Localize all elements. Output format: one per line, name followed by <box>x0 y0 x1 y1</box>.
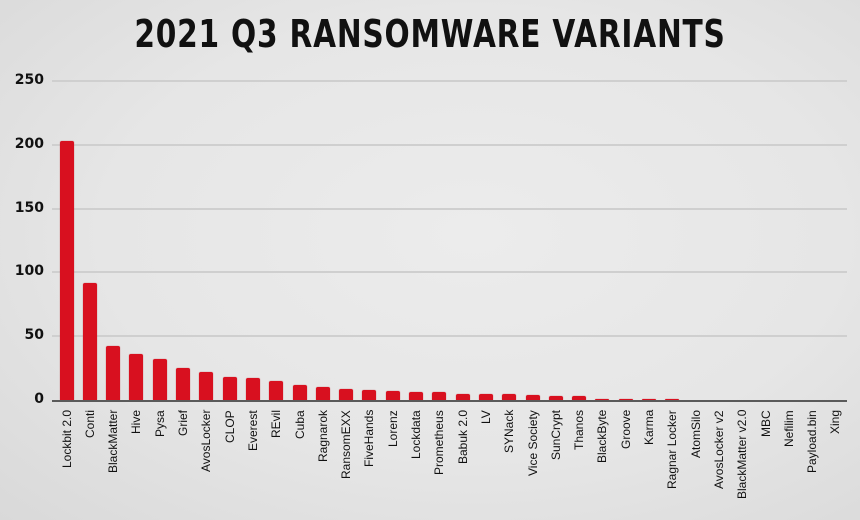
x-tick-label: Lockdata <box>409 410 423 459</box>
bar <box>665 398 680 400</box>
y-tick-label: 250 <box>14 72 44 88</box>
bar <box>642 398 656 400</box>
bar <box>548 396 563 400</box>
bar <box>828 399 843 400</box>
bar <box>199 371 214 400</box>
bar <box>455 393 470 400</box>
x-axis-line <box>52 400 847 402</box>
x-tick-label: AtomSilo <box>688 410 703 459</box>
x-tick-label: Vice Society <box>525 410 540 476</box>
x-tick-label: Hive <box>129 410 144 435</box>
bar <box>315 387 330 400</box>
bar <box>735 399 750 400</box>
bar <box>409 392 423 400</box>
x-tick-label: SYNack <box>502 410 517 454</box>
bar <box>711 399 726 400</box>
x-tick-label: Thanos <box>572 410 587 451</box>
bar <box>525 394 540 400</box>
bar <box>106 346 121 400</box>
bar <box>618 398 633 400</box>
gridline <box>52 207 847 210</box>
y-tick-label: 100 <box>14 263 44 280</box>
chart-title: 2021 Q3 RANSOMWARE VARIANTS <box>134 12 726 56</box>
bar <box>82 282 97 400</box>
bar <box>385 391 400 400</box>
x-tick-label: AvosLocker <box>199 410 214 473</box>
bar <box>432 392 447 400</box>
bar <box>362 389 377 400</box>
x-tick-label: Payload.bin <box>805 410 820 473</box>
x-tick-label: BlackByte <box>595 410 610 464</box>
x-tick-label: Prometheus <box>432 410 447 475</box>
x-tick-label: Nefilim <box>781 410 796 447</box>
bar <box>245 378 260 400</box>
y-tick-label: 50 <box>24 327 44 344</box>
x-tick-label: Groove <box>618 410 633 450</box>
x-tick-label: Cuba <box>292 410 307 439</box>
bar <box>781 399 796 400</box>
x-tick-label: Babuk 2.0 <box>455 410 470 465</box>
bar <box>805 399 820 400</box>
x-tick-label: Lockbit 2.0 <box>59 410 74 469</box>
x-tick-label: AvosLocker v2 <box>711 410 726 489</box>
gridline <box>52 335 847 338</box>
bar <box>292 384 307 400</box>
x-tick-label: Lorenz <box>385 410 400 447</box>
x-tick-label: Karma <box>642 410 656 446</box>
bar <box>478 393 493 400</box>
bar <box>152 359 167 400</box>
gridline <box>52 271 847 274</box>
bar <box>339 388 354 400</box>
y-tick-label: 150 <box>14 199 44 216</box>
bar <box>595 398 610 400</box>
x-tick-label: RansomEXX <box>339 410 354 479</box>
bar <box>502 393 517 400</box>
x-tick-label: Ragnarok <box>315 410 330 463</box>
bar <box>59 140 74 400</box>
x-tick-label: MBC <box>758 410 773 437</box>
gridline <box>52 143 847 146</box>
x-tick-label: Everest <box>245 410 260 451</box>
x-tick-label: LV <box>478 410 493 424</box>
x-tick-label: BlackMatter <box>106 410 121 474</box>
x-tick-label: BlackMatter v2.0 <box>735 410 750 500</box>
bar <box>758 399 773 400</box>
bar <box>129 354 144 400</box>
x-tick-label: SunCrypt <box>548 410 563 461</box>
gridline <box>52 80 847 82</box>
x-tick-label: Grief <box>176 410 190 437</box>
x-tick-label: REvil <box>269 410 284 439</box>
bar <box>688 399 703 400</box>
x-tick-label: Ragnar Locker <box>665 410 680 489</box>
y-tick-label: 0 <box>34 391 44 407</box>
x-tick-label: Conti <box>82 410 97 439</box>
bar <box>572 396 587 400</box>
y-tick-label: 200 <box>14 135 44 152</box>
bar <box>176 368 190 400</box>
x-tick-label: Xing <box>828 410 843 435</box>
x-tick-label: Pysa <box>152 410 167 437</box>
x-tick-label: FiveHands <box>362 410 377 468</box>
bar <box>269 380 284 400</box>
bar <box>222 377 237 400</box>
x-tick-label: CLOP <box>222 410 237 443</box>
